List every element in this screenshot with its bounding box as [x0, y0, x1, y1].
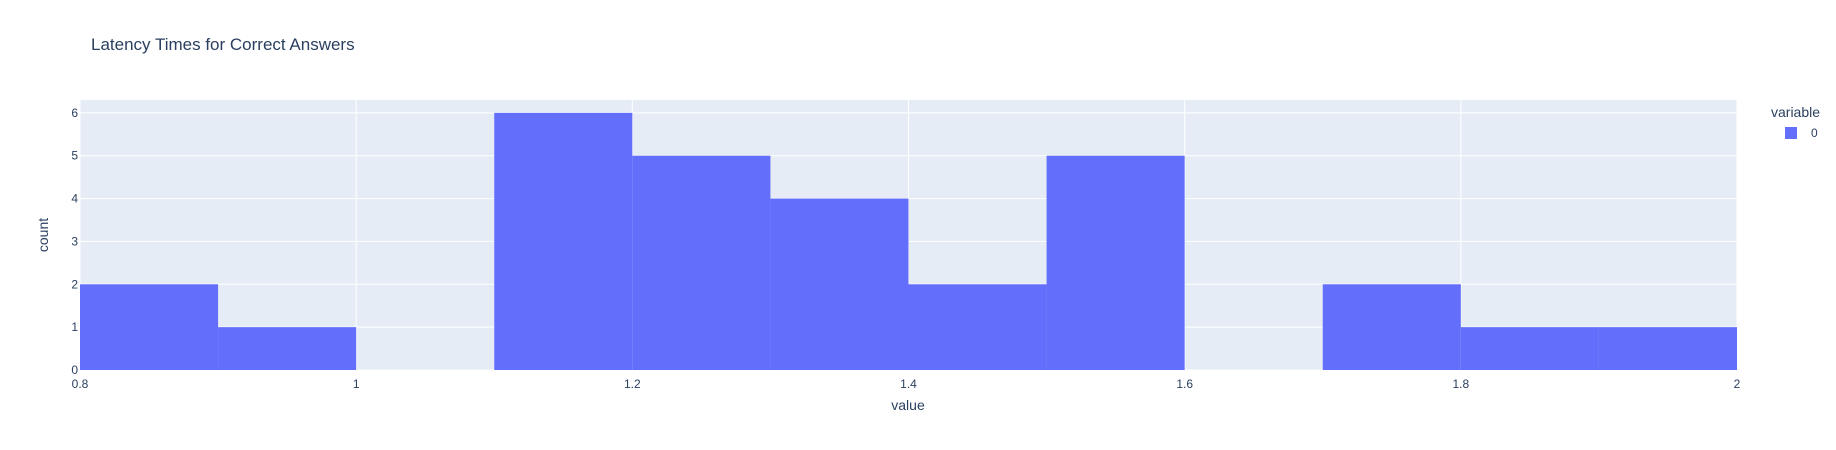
x-tick-label-2: 1.2: [624, 377, 641, 391]
x-tick-label-6: 2: [1734, 377, 1741, 391]
histogram-bar-10[interactable]: [1460, 327, 1599, 370]
histogram-bar-3[interactable]: [494, 112, 633, 370]
legend-label-0[interactable]: 0: [1811, 126, 1818, 140]
y-axis-ticks: 0 1 2 3 4 5 6: [71, 106, 78, 377]
legend-title: variable: [1771, 104, 1820, 120]
histogram-bar-7[interactable]: [1046, 155, 1185, 370]
legend-swatch-0[interactable]: [1785, 127, 1797, 139]
x-tick-label-5: 1.8: [1452, 377, 1469, 391]
histogram-bar-9[interactable]: [1322, 284, 1461, 370]
histogram-bar-1[interactable]: [218, 327, 357, 370]
y-tick-label-0: 0: [71, 363, 78, 377]
histogram-bar-6[interactable]: [908, 284, 1047, 370]
x-axis-title: value: [891, 397, 925, 413]
y-tick-label-3: 3: [71, 234, 78, 248]
chart-title: Latency Times for Correct Answers: [91, 35, 355, 54]
x-tick-label-0: 0.8: [72, 377, 89, 391]
x-tick-label-3: 1.4: [900, 377, 917, 391]
legend: variable 0: [1771, 104, 1820, 140]
x-tick-label-1: 1: [353, 377, 360, 391]
histogram-bar-11[interactable]: [1598, 327, 1737, 370]
x-axis-ticks: 0.8 1 1.2 1.4 1.6 1.8 2: [72, 377, 1741, 391]
y-tick-label-1: 1: [71, 320, 78, 334]
histogram-bar-0[interactable]: [80, 284, 219, 370]
y-tick-label-2: 2: [71, 277, 78, 291]
y-tick-label-4: 4: [71, 192, 78, 206]
histogram-bar-4[interactable]: [632, 155, 771, 370]
y-tick-label-5: 5: [71, 149, 78, 163]
y-axis-title: count: [35, 218, 51, 252]
bars: [80, 112, 1737, 370]
y-tick-label-6: 6: [71, 106, 78, 120]
x-tick-label-4: 1.6: [1176, 377, 1193, 391]
histogram-bar-5[interactable]: [770, 198, 909, 370]
